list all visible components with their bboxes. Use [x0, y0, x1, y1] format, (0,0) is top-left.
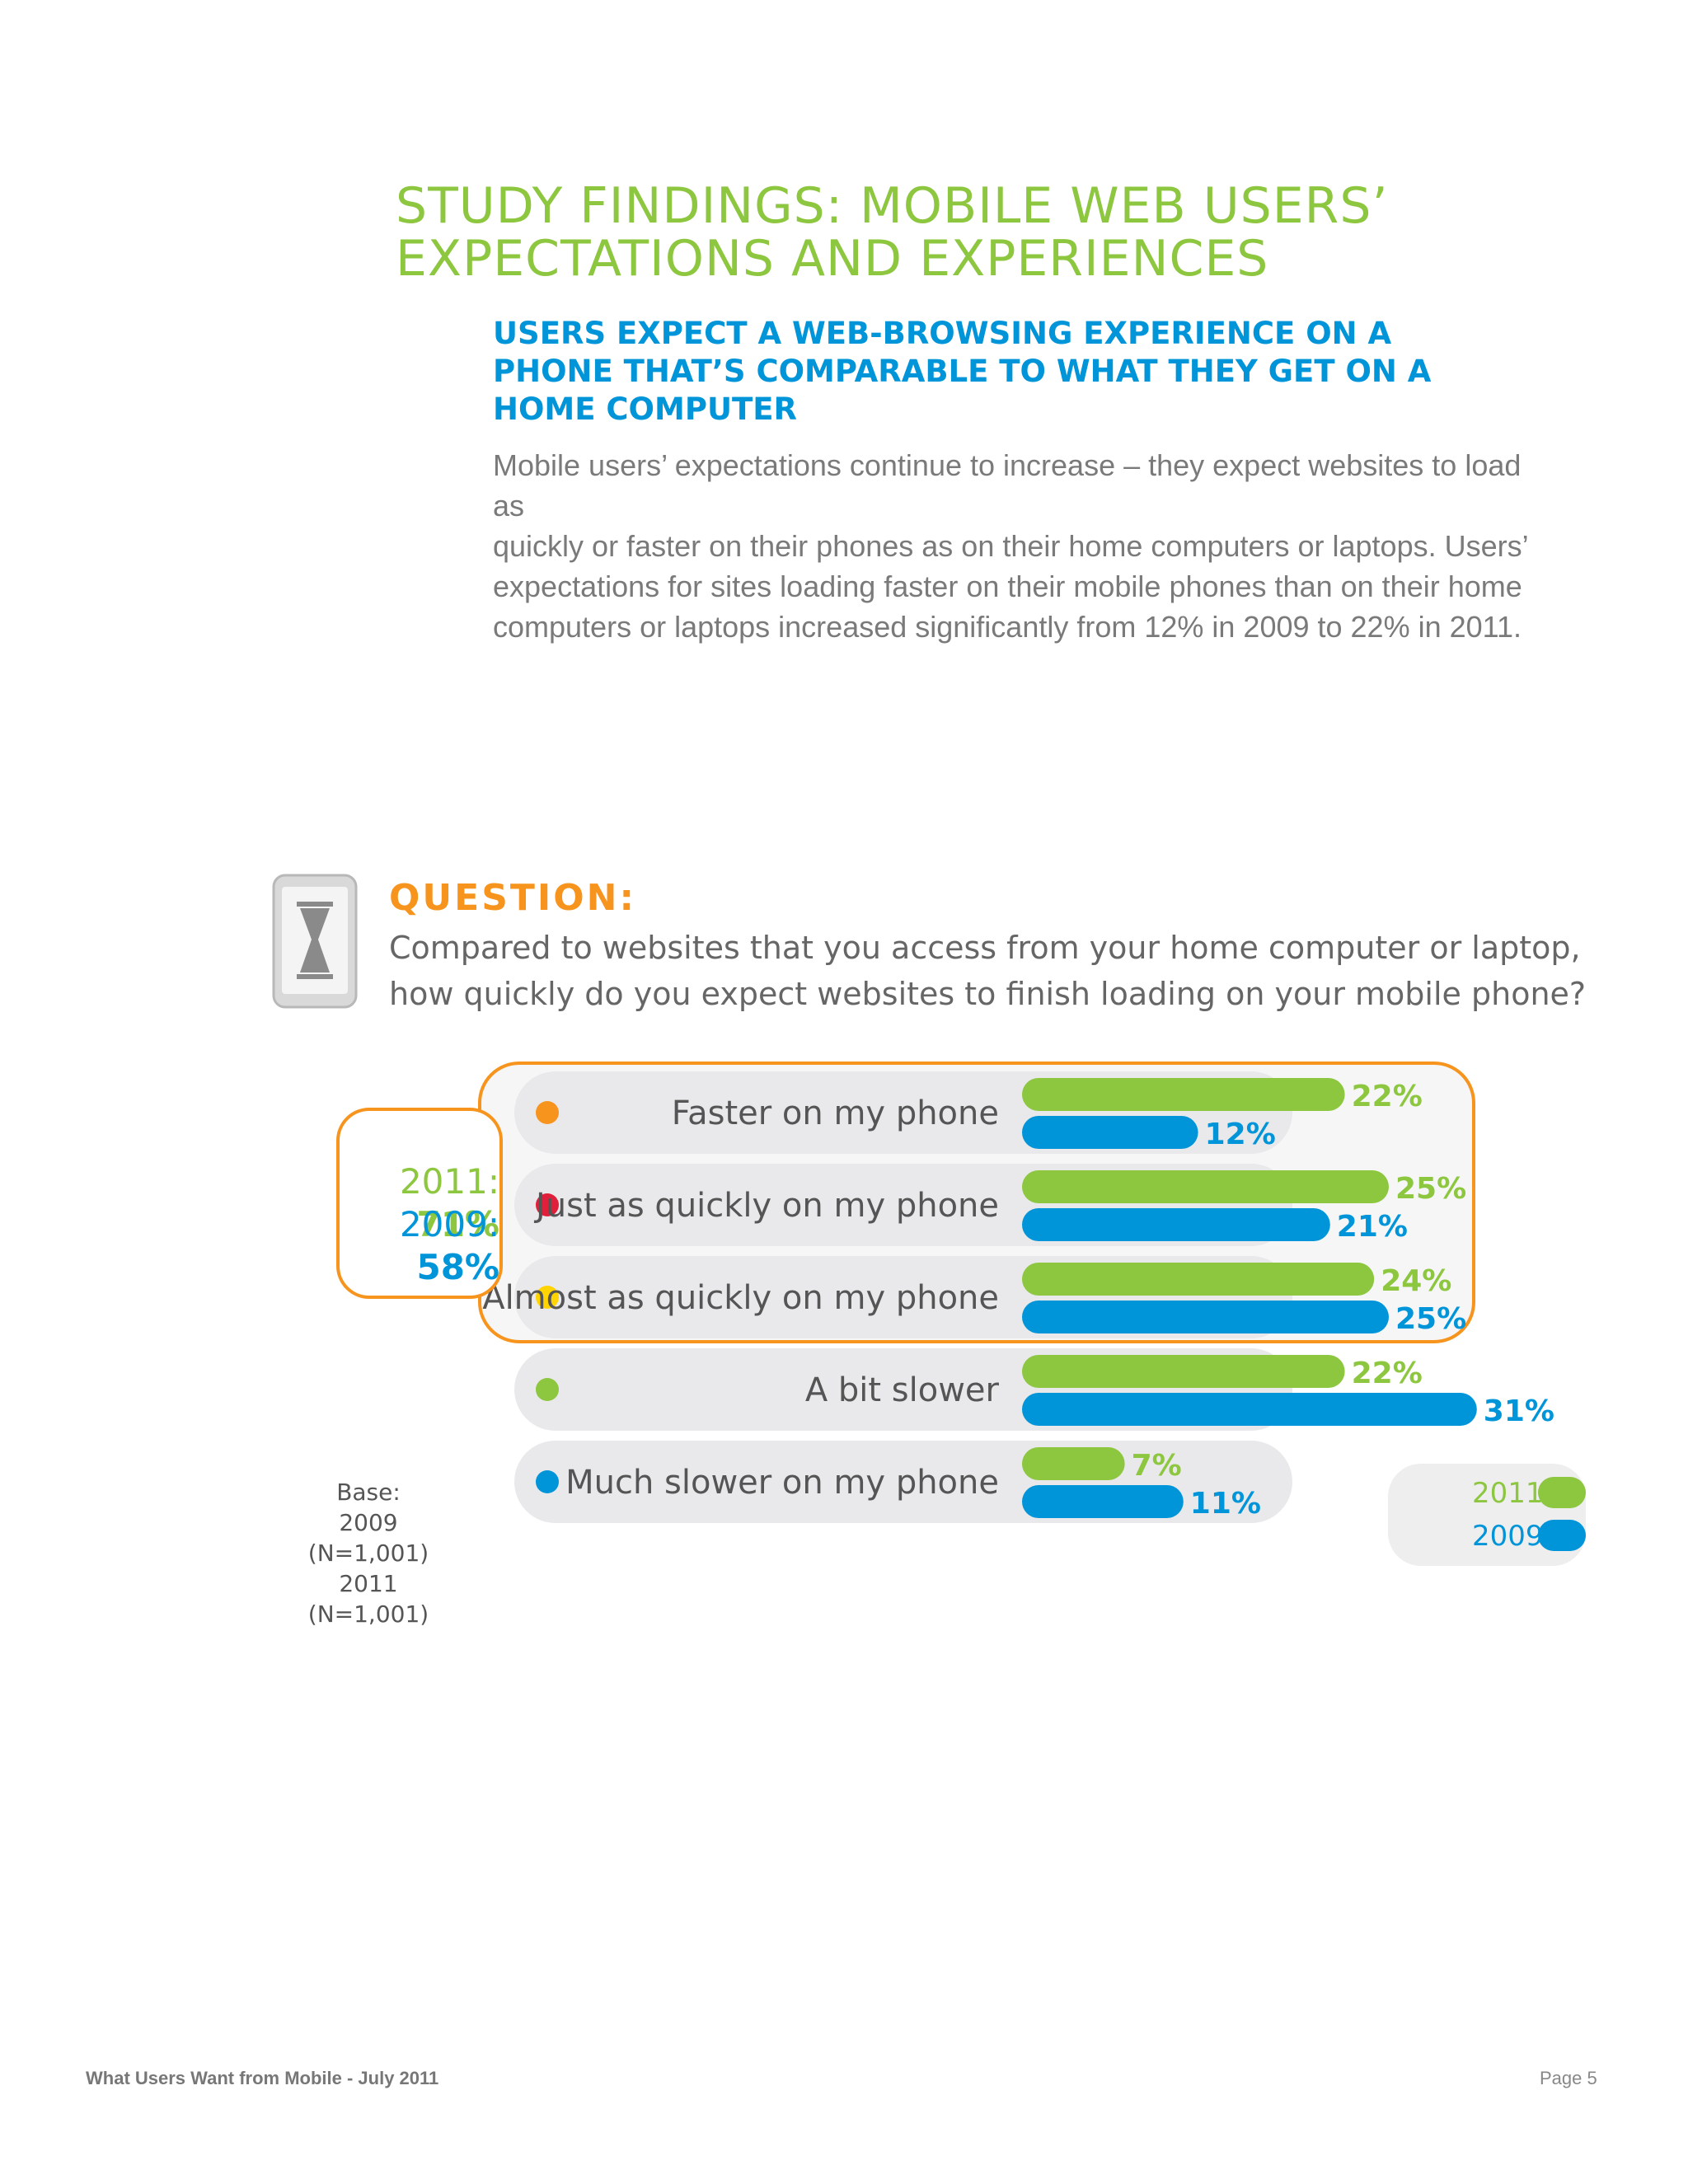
question-line1: Compared to websites that you access fro…: [389, 930, 1581, 966]
phone-hourglass-icon: [272, 874, 358, 1009]
paragraph-line1: Mobile users’ expectations continue to i…: [493, 448, 1522, 523]
category-label: Just as quickly on my phone: [533, 1187, 999, 1225]
section-title: STUDY FINDINGS: MOBILE WEB USERS’ EXPECT…: [396, 180, 1550, 285]
question-text: Compared to websites that you access fro…: [389, 925, 1625, 1017]
legend-2011-label: 2011: [1472, 1477, 1544, 1510]
bar-2011: [1022, 1078, 1345, 1111]
subheading-line3: HOME COMPUTER: [493, 391, 797, 427]
summary-2009: 2009: 58%: [346, 1203, 499, 1289]
category-dot: [536, 1101, 559, 1124]
subheading-line2: PHONE THAT’S COMPARABLE TO WHAT THEY GET…: [493, 354, 1432, 389]
data-label-2009: 11%: [1190, 1487, 1261, 1521]
category-label: A bit slower: [805, 1371, 1000, 1409]
bar-2011: [1022, 1170, 1389, 1203]
row-background: [514, 1348, 1292, 1431]
base-note-line2: 2009 (N=1,001): [307, 1509, 429, 1567]
base-note-line1: Base:: [336, 1479, 401, 1506]
data-label-2009: 31%: [1484, 1394, 1554, 1428]
category-dot: [536, 1193, 559, 1216]
section-title-line1: STUDY FINDINGS: MOBILE WEB USERS’: [396, 177, 1389, 235]
bar-2009: [1022, 1208, 1330, 1241]
row-background: [514, 1164, 1292, 1246]
footer-document-title: What Users Want from Mobile - July 2011: [86, 2068, 439, 2088]
bar-2011: [1022, 1263, 1375, 1296]
data-label-2011: 24%: [1381, 1264, 1451, 1298]
summary-2009-value: 58%: [416, 1247, 499, 1287]
row-background: [514, 1256, 1292, 1338]
bar-2011: [1022, 1447, 1125, 1480]
top-three-highlight: [478, 1062, 1475, 1343]
data-label-2011: 22%: [1352, 1080, 1423, 1113]
subheading-line1: USERS EXPECT A WEB-BROWSING EXPERIENCE O…: [493, 316, 1392, 351]
summary-2011-label: 2011:: [399, 1161, 499, 1202]
data-label-2009: 25%: [1395, 1302, 1466, 1336]
section-title-line2: EXPECTATIONS AND EXPERIENCES: [396, 230, 1269, 288]
category-dot: [536, 1470, 559, 1493]
category-label: Almost as quickly on my phone: [482, 1279, 999, 1317]
intro-paragraph: Mobile users’ expectations continue to i…: [493, 445, 1556, 647]
bar-2009: [1022, 1485, 1184, 1518]
subheading: USERS EXPECT A WEB-BROWSING EXPERIENCE O…: [493, 315, 1556, 429]
data-label-2009: 21%: [1337, 1210, 1408, 1244]
base-note: Base: 2009 (N=1,001) 2011 (N=1,001): [280, 1477, 457, 1629]
summary-2009-label: 2009:: [399, 1204, 499, 1244]
paragraph-line2: quickly or faster on their phones as on …: [493, 529, 1529, 563]
legend-2009-label: 2009: [1472, 1520, 1544, 1553]
paragraph-line3: expectations for sites loading faster on…: [493, 569, 1522, 603]
summary-2011-value: 71%: [416, 1204, 499, 1244]
legend-2011-swatch: [1538, 1477, 1586, 1508]
question-line2: how quickly do you expect websites to fi…: [389, 976, 1587, 1012]
legend-2009-swatch: [1538, 1520, 1586, 1551]
summary-2011: 2011: 71%: [346, 1160, 499, 1246]
bar-2011: [1022, 1355, 1345, 1388]
bar-2009: [1022, 1116, 1198, 1149]
question-label: QUESTION:: [389, 877, 637, 919]
bar-2009: [1022, 1301, 1389, 1333]
paragraph-line4: computers or laptops increased significa…: [493, 610, 1522, 644]
bar-2009: [1022, 1393, 1477, 1426]
category-label: Much slower on my phone: [565, 1464, 999, 1502]
summary-box: [336, 1108, 503, 1299]
data-label-2011: 25%: [1395, 1172, 1466, 1206]
data-label-2011: 22%: [1352, 1357, 1423, 1390]
row-background: [514, 1071, 1292, 1154]
data-label-2011: 7%: [1132, 1449, 1182, 1483]
row-background: [514, 1441, 1292, 1523]
footer-page-number: Page 5: [1540, 2068, 1597, 2088]
category-label: Faster on my phone: [672, 1094, 999, 1132]
base-note-line3: 2011 (N=1,001): [307, 1570, 429, 1628]
category-dot: [536, 1378, 559, 1401]
category-dot: [536, 1286, 559, 1309]
data-label-2009: 12%: [1205, 1118, 1276, 1151]
